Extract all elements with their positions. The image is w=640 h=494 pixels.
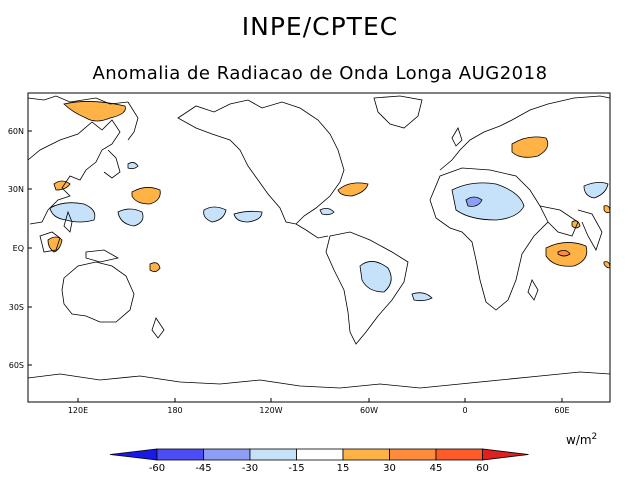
colorbar-tick-label: 60 (476, 463, 489, 474)
anomaly-sahara-core (465, 196, 483, 207)
coast-uk (451, 127, 463, 147)
colorbar-tick-label: -30 (242, 463, 258, 474)
lon-label: 60W (360, 406, 378, 415)
positive-anomalies (47, 101, 611, 272)
coast-kamchatka (127, 101, 139, 141)
coast-africa (429, 167, 549, 311)
lat-label: 30S (9, 303, 24, 312)
lon-ticks (77, 398, 563, 402)
lat-label: 60S (9, 361, 24, 370)
coast-philippines (63, 210, 73, 233)
colorbar-tick-label: -15 (288, 463, 304, 474)
coast-madagascar (527, 279, 539, 301)
colorbar-arrow-high (482, 448, 529, 461)
colorbar-tick-label: -45 (195, 463, 211, 474)
anomaly-east-pacific (233, 210, 263, 223)
coast-east-asia (27, 95, 129, 225)
coast-greenland (373, 95, 423, 129)
anomaly-europe (511, 136, 549, 158)
coast-antarctica (27, 371, 611, 389)
anomaly-china (53, 180, 71, 191)
anomaly-gulf (319, 208, 335, 216)
colorbar-cell (249, 448, 297, 461)
colorbar-cell (156, 448, 204, 461)
lat-labels: 60N 30N EQ 30S 60S (8, 127, 24, 370)
lon-label: 60E (554, 406, 569, 415)
colorbar-cell (342, 448, 390, 461)
colorbar-arrow-low (109, 448, 158, 461)
coast-south-america (325, 231, 409, 345)
anomaly-s-atlantic (411, 292, 433, 302)
anomaly-east-edge (603, 205, 611, 214)
anomaly-indonesia (47, 236, 63, 253)
anomaly-arabia (583, 182, 609, 199)
colorbar-tick-label: 15 (337, 463, 350, 474)
anomaly-madagascar-core (557, 250, 571, 257)
anomaly-central-pacific (117, 208, 144, 227)
units-label: w/m2 (566, 432, 598, 447)
colorbar-cell (435, 448, 483, 461)
anomaly-sahara (451, 182, 525, 221)
coast-australia (61, 261, 135, 323)
lon-labels: 120E 180 120W 60W 0 60E (68, 406, 570, 415)
coast-borneo (39, 231, 61, 253)
coast-central-america (295, 223, 329, 239)
coast-new-guinea (85, 249, 120, 263)
coast-new-zealand (151, 317, 165, 339)
colorbar-cell (389, 448, 437, 461)
anomaly-japan (127, 162, 139, 170)
negative-anomalies (49, 162, 609, 302)
colorbar-tick-label: -60 (149, 463, 165, 474)
anomaly-amazon (359, 261, 392, 293)
colorbar-cell (296, 448, 344, 461)
colorbar-tick-label: 30 (383, 463, 396, 474)
page-title: INPE/CPTEC (241, 12, 399, 41)
lat-label: 30N (8, 185, 24, 194)
coast-north-america (177, 99, 345, 225)
anomaly-atlantic (337, 182, 369, 197)
anomaly-north-pacific-high (63, 101, 126, 122)
anomaly-west-pacific (131, 187, 161, 205)
lon-label: 0 (462, 406, 467, 415)
anomaly-philippine-sea (49, 202, 96, 223)
coast-japan (103, 149, 121, 179)
lat-label: 60N (8, 127, 24, 136)
lon-label: 180 (167, 406, 182, 415)
lon-label: 120W (259, 406, 282, 415)
coastlines (27, 95, 611, 389)
anomaly-east-edge-2 (603, 261, 611, 269)
coast-india (577, 209, 603, 251)
lon-label: 120E (68, 406, 88, 415)
colorbar-tick-label: 45 (430, 463, 443, 474)
colorbar: -60 -45 -30 -15 15 30 45 60 (109, 448, 529, 474)
colorbar-cell (203, 448, 251, 461)
coast-arabia (539, 205, 579, 237)
lat-ticks (28, 130, 32, 366)
anomaly-coral-sea (149, 262, 161, 272)
anomaly-hawaii (203, 206, 227, 223)
coast-europe (439, 95, 611, 171)
map-subtitle: Anomalia de Radiacao de Onda Longa AUG20… (92, 63, 548, 84)
lat-label: EQ (13, 244, 24, 253)
